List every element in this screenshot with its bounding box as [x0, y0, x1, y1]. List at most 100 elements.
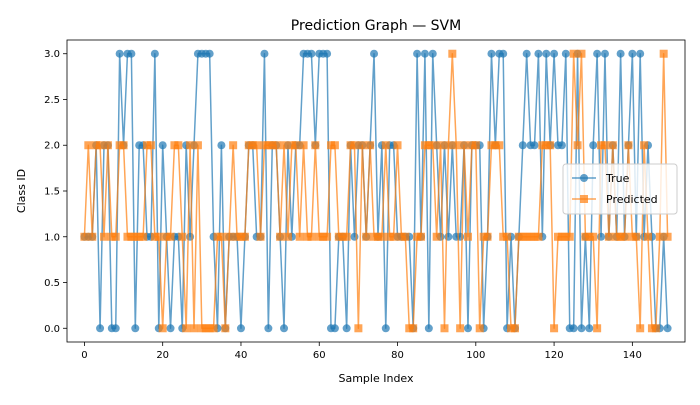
data-point-true	[569, 324, 578, 333]
data-point-predicted	[186, 141, 195, 150]
y-tick-label: 0.0	[44, 324, 60, 335]
data-point-predicted	[240, 232, 249, 241]
data-point-predicted	[550, 324, 559, 333]
data-point-predicted	[362, 232, 371, 241]
data-point-true	[205, 49, 214, 58]
series-predicted	[80, 49, 672, 333]
data-point-predicted	[377, 232, 386, 241]
legend-predicted-marker	[580, 195, 588, 203]
data-point-true	[585, 324, 594, 333]
data-point-predicted	[644, 232, 653, 241]
data-point-true	[381, 324, 390, 333]
data-point-predicted	[307, 232, 316, 241]
data-point-true	[663, 324, 672, 333]
data-point-true	[530, 141, 539, 150]
data-point-predicted	[624, 141, 633, 150]
data-point-predicted	[166, 232, 175, 241]
y-tick-label: 2.5	[44, 95, 60, 106]
data-point-predicted	[432, 232, 441, 241]
data-point-true	[456, 232, 465, 241]
data-point-predicted	[193, 141, 202, 150]
y-tick-label: 0.5	[44, 278, 60, 289]
data-point-true	[111, 324, 120, 333]
legend-true-label: True	[605, 172, 630, 185]
data-point-predicted	[221, 324, 230, 333]
data-point-predicted	[256, 232, 265, 241]
x-tick-label: 40	[235, 350, 248, 361]
data-point-predicted	[139, 232, 148, 241]
data-point-predicted	[366, 141, 375, 150]
data-point-predicted	[295, 232, 304, 241]
y-axis-label: Class ID	[15, 169, 28, 213]
data-point-predicted	[463, 232, 472, 241]
data-point-predicted	[417, 232, 426, 241]
data-point-predicted	[444, 141, 453, 150]
data-point-predicted	[600, 141, 609, 150]
data-point-predicted	[225, 232, 234, 241]
data-point-predicted	[158, 324, 167, 333]
data-point-predicted	[565, 232, 574, 241]
data-point-predicted	[503, 232, 512, 241]
data-point-predicted	[342, 232, 351, 241]
data-point-predicted	[311, 141, 320, 150]
legend-predicted-label: Predicted	[606, 193, 658, 206]
data-point-true	[628, 49, 637, 58]
data-point-predicted	[655, 232, 664, 241]
data-point-predicted	[452, 141, 461, 150]
data-point-true	[487, 49, 496, 58]
data-point-true	[323, 49, 332, 58]
data-point-predicted	[119, 141, 128, 150]
data-point-true	[280, 324, 289, 333]
x-tick-label: 120	[545, 350, 564, 361]
data-point-predicted	[111, 232, 120, 241]
data-point-predicted	[577, 49, 586, 58]
data-point-predicted	[217, 232, 226, 241]
data-point-predicted	[569, 49, 578, 58]
data-point-true	[166, 324, 175, 333]
data-point-true	[561, 49, 570, 58]
data-point-true	[96, 324, 105, 333]
data-point-true	[616, 49, 625, 58]
data-point-true	[217, 141, 226, 150]
data-point-predicted	[283, 232, 292, 241]
data-point-predicted	[358, 141, 367, 150]
data-point-true	[413, 49, 422, 58]
data-point-predicted	[460, 141, 469, 150]
data-point-predicted	[146, 141, 155, 150]
x-tick-label: 0	[81, 350, 87, 361]
data-point-true	[636, 49, 645, 58]
data-point-predicted	[291, 141, 300, 150]
data-point-true	[597, 232, 606, 241]
data-point-predicted	[495, 141, 504, 150]
data-point-predicted	[604, 232, 613, 241]
data-point-predicted	[354, 324, 363, 333]
data-point-predicted	[483, 232, 492, 241]
x-tick-label: 60	[313, 350, 326, 361]
y-tick-label: 3.0	[44, 49, 60, 60]
data-point-true	[444, 232, 453, 241]
data-point-true	[186, 232, 195, 241]
data-point-true	[236, 324, 245, 333]
data-point-true	[330, 324, 339, 333]
data-point-true	[499, 49, 508, 58]
x-tick-label: 140	[623, 350, 642, 361]
data-point-true	[428, 49, 437, 58]
x-axis-label: Sample Index	[338, 372, 414, 385]
legend: True Predicted	[562, 163, 678, 215]
data-point-true	[424, 324, 433, 333]
y-tick-label: 2.0	[44, 141, 60, 152]
data-point-predicted	[350, 141, 359, 150]
y-axis: 0.0 0.5 1.0 1.5 2.0 2.5 3.0	[44, 49, 67, 335]
data-point-predicted	[182, 324, 191, 333]
data-point-true	[342, 324, 351, 333]
data-point-predicted	[456, 324, 465, 333]
data-point-predicted	[440, 324, 449, 333]
data-point-true	[370, 49, 379, 58]
data-point-predicted	[393, 141, 402, 150]
y-tick-label: 1.0	[44, 232, 60, 243]
data-point-predicted	[96, 141, 105, 150]
x-tick-label: 80	[391, 350, 404, 361]
data-point-predicted	[80, 232, 89, 241]
data-point-predicted	[663, 232, 672, 241]
data-point-predicted	[99, 232, 108, 241]
